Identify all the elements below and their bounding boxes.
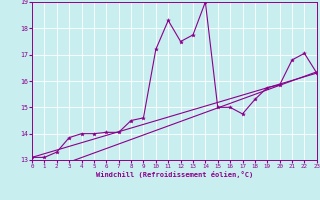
X-axis label: Windchill (Refroidissement éolien,°C): Windchill (Refroidissement éolien,°C) <box>96 171 253 178</box>
